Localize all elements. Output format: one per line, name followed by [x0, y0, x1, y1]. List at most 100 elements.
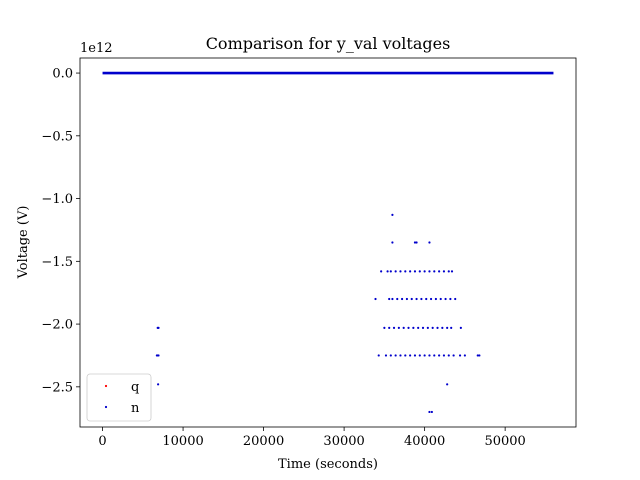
data-point — [442, 354, 446, 357]
data-point — [405, 297, 409, 301]
y-tick-label: 0.0 — [52, 67, 73, 82]
data-point — [418, 354, 421, 357]
data-point — [441, 326, 444, 329]
data-point — [428, 241, 431, 244]
data-point — [392, 326, 396, 329]
x-tick-label: 0 — [98, 434, 106, 449]
data-point — [391, 213, 394, 216]
data-point — [449, 297, 452, 301]
data-point — [436, 326, 439, 329]
data-point — [394, 354, 397, 357]
data-point — [476, 354, 479, 357]
data-point — [413, 354, 417, 357]
data-point — [420, 297, 423, 301]
data-point — [413, 241, 417, 244]
data-point — [380, 270, 383, 273]
x-tick-label: 50000 — [484, 434, 525, 449]
y-tick-label: −0.5 — [41, 129, 73, 144]
data-point — [430, 410, 433, 414]
data-point — [157, 326, 160, 329]
data-point — [384, 354, 388, 357]
legend: qn — [86, 373, 152, 422]
x-tick-label: 30000 — [323, 434, 364, 449]
data-point — [447, 354, 450, 357]
data-point — [388, 326, 391, 329]
data-point — [383, 326, 386, 329]
data-point — [396, 297, 399, 301]
data-point — [402, 326, 405, 329]
data-point — [377, 354, 380, 357]
data-point — [399, 270, 402, 273]
y-tick-label: −1.5 — [41, 255, 73, 270]
x-axis: 0 10000 20000 30000 40000 50000 — [98, 427, 526, 449]
y-tick-label: −1.0 — [41, 192, 73, 207]
data-point — [386, 270, 389, 273]
data-point — [444, 297, 447, 301]
legend-label-q: q — [131, 380, 139, 395]
data-point — [447, 270, 450, 273]
data-point — [421, 326, 425, 329]
data-point — [429, 297, 433, 301]
data-point — [428, 354, 431, 357]
data-point — [454, 297, 457, 301]
data-point — [439, 297, 442, 301]
chart-title: Comparison for y_val voltages — [206, 34, 451, 53]
data-point — [459, 326, 462, 329]
plot-area — [79, 57, 577, 428]
data-point — [433, 354, 436, 357]
data-point — [394, 270, 397, 273]
data-point — [407, 326, 410, 329]
data-point — [157, 383, 160, 386]
data-point — [389, 354, 392, 357]
data-point — [374, 297, 377, 301]
data-point — [434, 297, 437, 301]
data-point — [438, 270, 441, 273]
data-point — [409, 354, 412, 357]
data-point — [423, 354, 426, 357]
data-point — [410, 297, 413, 301]
data-point — [463, 354, 466, 357]
legend-label-n: n — [131, 401, 140, 416]
legend-marker-n — [104, 405, 108, 409]
y-tick-label: −2.5 — [41, 380, 73, 395]
y-tick-label: −2.0 — [41, 318, 73, 333]
data-point — [426, 326, 429, 329]
data-point — [438, 354, 441, 357]
data-point — [389, 270, 392, 273]
data-point — [428, 410, 431, 414]
data-point — [417, 326, 420, 329]
data-points — [102, 71, 554, 414]
data-point — [391, 241, 394, 244]
data-point — [450, 270, 454, 273]
data-point — [397, 326, 400, 329]
data-point — [404, 270, 407, 273]
data-point — [400, 297, 404, 301]
data-point — [450, 326, 453, 329]
x-tick-label: 20000 — [243, 434, 284, 449]
x-tick-label: 40000 — [404, 434, 445, 449]
data-point — [413, 270, 417, 273]
x-tick-label: 10000 — [162, 434, 203, 449]
y-axis: 0.0 −0.5 −1.0 −1.5 −2.0 −2.5 — [41, 67, 80, 395]
data-point — [428, 270, 431, 273]
x-axis-label: Time (seconds) — [278, 457, 378, 472]
data-point — [446, 326, 449, 329]
data-point — [478, 354, 481, 357]
data-point — [425, 297, 428, 301]
plot-frame — [79, 57, 577, 428]
legend-box — [86, 373, 152, 422]
y-offset-label: 1e12 — [80, 41, 113, 56]
legend-marker-q — [104, 384, 108, 388]
data-point — [388, 297, 391, 301]
data-point — [415, 241, 418, 244]
data-point — [458, 354, 462, 357]
data-point — [433, 270, 436, 273]
data-point — [404, 354, 407, 357]
data-point — [415, 297, 418, 301]
data-point — [391, 297, 394, 301]
data-point — [418, 270, 421, 273]
data-point — [442, 270, 446, 273]
data-point — [412, 326, 415, 329]
data-point — [157, 354, 160, 357]
